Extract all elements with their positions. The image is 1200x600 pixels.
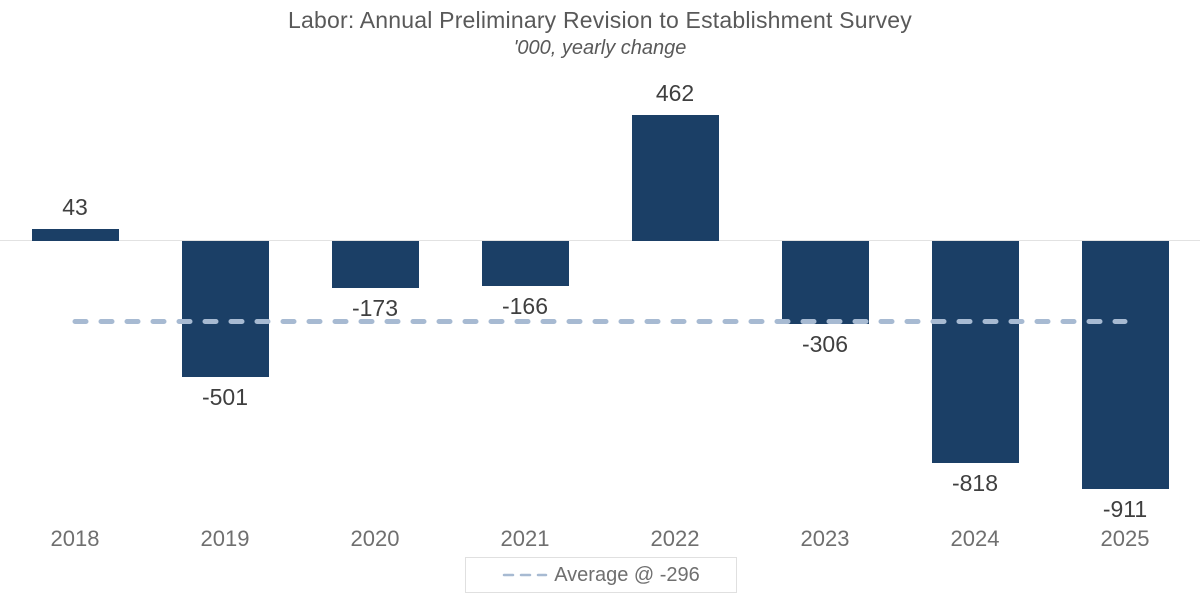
value-label-2021: -166 (501, 293, 549, 320)
legend: Average @ -296 (465, 557, 737, 593)
legend-dash-icon (502, 573, 548, 577)
bar-2025 (1081, 241, 1169, 489)
bar-2022 (631, 115, 719, 241)
value-label-2025: -911 (1102, 495, 1148, 522)
legend-label: Average @ -296 (554, 563, 700, 586)
bar-2023 (781, 241, 869, 325)
x-label-2025: 2025 (1100, 526, 1150, 551)
bar-2018 (31, 229, 119, 241)
zero-axis-line (0, 240, 1200, 241)
value-label-2020: -173 (351, 295, 399, 322)
x-label-2021: 2021 (500, 526, 550, 551)
bar-2020 (331, 241, 419, 289)
chart-subtitle: '000, yearly change (513, 37, 687, 59)
value-label-2018: 43 (62, 194, 88, 221)
x-label-2018: 2018 (50, 526, 100, 551)
value-label-2023: -306 (801, 331, 849, 358)
value-label-2024: -818 (951, 470, 999, 497)
x-label-2022: 2022 (650, 526, 700, 551)
bar-2019 (181, 241, 269, 378)
x-label-2023: 2023 (800, 526, 850, 551)
bar-2024 (931, 241, 1019, 464)
chart-title: Labor: Annual Preliminary Revision to Es… (288, 7, 912, 33)
value-label-2022: 462 (655, 80, 695, 107)
x-label-2019: 2019 (200, 526, 250, 551)
bar-2021 (481, 241, 569, 287)
value-label-2019: -501 (201, 384, 249, 411)
x-label-2020: 2020 (350, 526, 400, 551)
x-label-2024: 2024 (950, 526, 1000, 551)
